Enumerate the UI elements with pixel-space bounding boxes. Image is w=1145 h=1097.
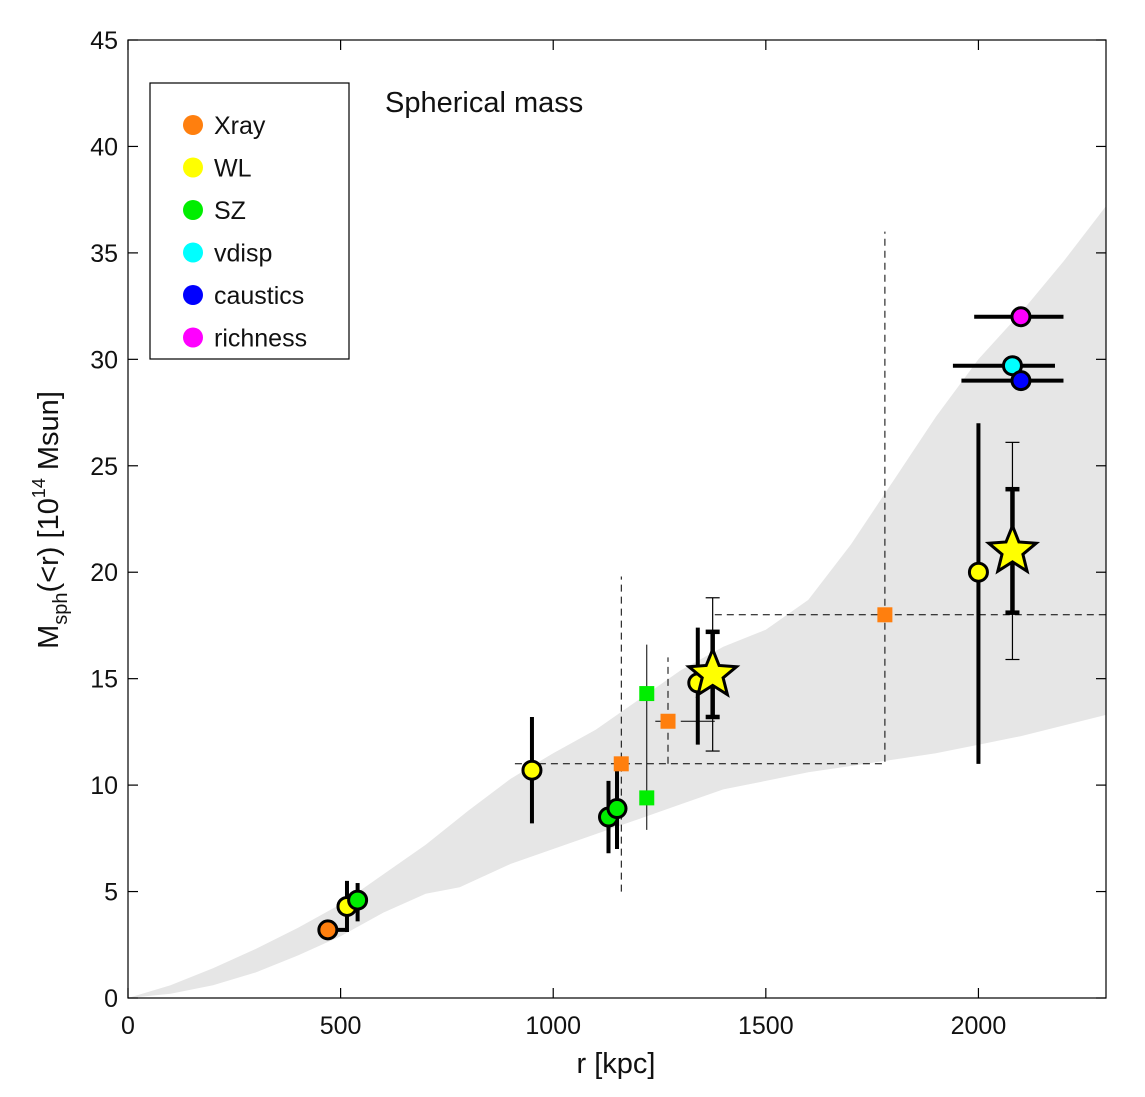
sz-point <box>347 889 369 911</box>
legend-marker-richness <box>183 327 203 348</box>
legend: Xray WL SZ vdisp caustics richness <box>149 82 350 360</box>
legend-marker-sz <box>183 200 203 220</box>
legend-label-caustics: caustics <box>214 282 304 310</box>
x-tick-label: 1000 <box>525 1012 581 1040</box>
wl-point <box>521 759 543 781</box>
y-tick-label: 5 <box>104 879 118 907</box>
y-tick-label: 40 <box>90 133 118 161</box>
star-marker <box>685 645 741 698</box>
y-tick-label: 35 <box>90 240 118 268</box>
y-tick-label: 0 <box>104 985 118 1013</box>
richness-point <box>1010 306 1032 328</box>
plot-frame <box>127 39 1107 999</box>
y-tick-label: 45 <box>90 27 118 55</box>
square-marker <box>660 713 676 729</box>
wl-point <box>967 561 989 583</box>
y-axis-label: Msph(<r) [1014 Msun] <box>29 391 72 649</box>
square-marker <box>877 607 893 623</box>
caustics-point <box>1010 370 1032 392</box>
legend-box <box>149 82 350 360</box>
y-tick-label: 10 <box>90 772 118 800</box>
x-tick-label: 1500 <box>738 1012 794 1040</box>
shaded-band-layer <box>128 206 1106 999</box>
axes-layer: 0 500 1000 1500 2000 0 5 10 15 20 25 30 35 40 45 <box>90 27 1107 1040</box>
legend-label-vdisp: vdisp <box>214 240 272 268</box>
square-marker <box>639 790 655 806</box>
y-tick-label: 15 <box>90 666 118 694</box>
legend-marker-xray <box>183 115 203 135</box>
sz-point <box>606 798 628 820</box>
x-axis-label: r [kpc] <box>577 1048 656 1080</box>
x-tick-label: 0 <box>121 1012 135 1040</box>
markers-layer <box>317 306 1041 941</box>
chart-title: Spherical mass <box>385 87 583 119</box>
legend-marker-wl <box>183 157 203 178</box>
legend-label-wl: WL <box>214 155 252 183</box>
legend-marker-caustics <box>183 285 203 305</box>
square-marker <box>639 686 655 702</box>
shaded-band <box>128 206 1106 999</box>
legend-label-xray: Xray <box>214 112 266 140</box>
star-marker <box>984 521 1041 575</box>
xray-point <box>317 919 339 941</box>
y-tick-label: 25 <box>90 453 118 481</box>
legend-label-sz: SZ <box>214 197 246 225</box>
x-tick-label: 500 <box>320 1012 362 1040</box>
legend-label-richness: richness <box>214 325 307 353</box>
y-tick-label: 20 <box>90 559 118 587</box>
square-marker <box>613 756 629 772</box>
legend-marker-vdisp <box>183 242 203 263</box>
dashed-line <box>514 231 886 765</box>
x-tick-label: 2000 <box>951 1012 1007 1040</box>
y-tick-label: 30 <box>90 346 118 374</box>
